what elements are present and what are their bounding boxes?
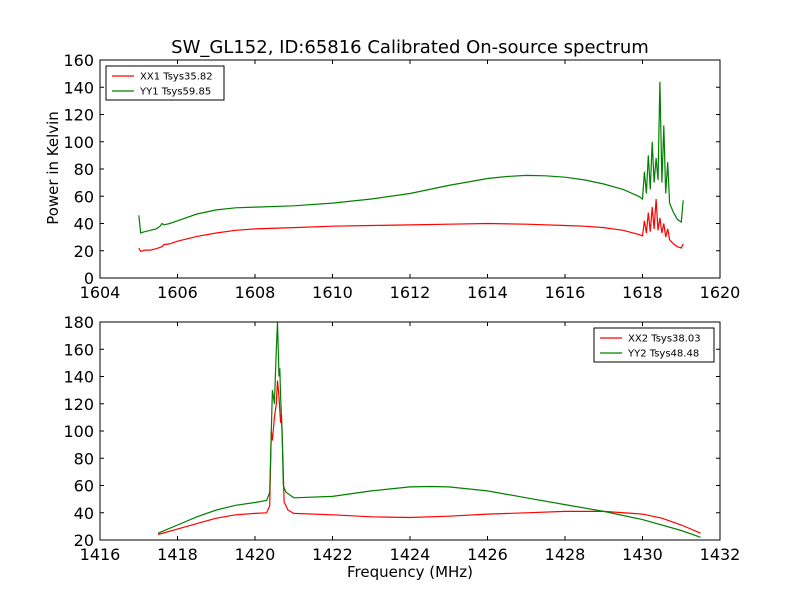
y-tick-label: 160 bbox=[63, 340, 94, 359]
y-tick-label: 180 bbox=[63, 313, 94, 332]
x-tick-label: 1608 bbox=[235, 283, 276, 302]
legend-box bbox=[105, 65, 225, 101]
x-tick-label: 1614 bbox=[467, 283, 508, 302]
x-axis-label-bottom: Frequency (MHz) bbox=[347, 563, 473, 581]
x-tick-label: 1420 bbox=[235, 545, 276, 564]
y-tick-label: 80 bbox=[74, 160, 94, 179]
x-tick-label: 1604 bbox=[80, 283, 121, 302]
series-line-xx bbox=[138, 198, 684, 253]
y-tick-label: 60 bbox=[74, 477, 94, 496]
y-tick-label: 20 bbox=[74, 242, 94, 261]
x-tick-label: 1606 bbox=[157, 283, 198, 302]
x-tick-label: 1418 bbox=[157, 545, 198, 564]
legend-entry-label: YY2 Tsys48.48 bbox=[627, 349, 699, 360]
x-tick-label: 1620 bbox=[700, 283, 741, 302]
x-tick-label: 1430 bbox=[622, 545, 663, 564]
legend-entry-label: XX1 Tsys35.82 bbox=[140, 72, 213, 83]
top-plot: 1604 1606 1608 1610 1612 1614 1616 1618 1620 0 20 4… bbox=[63, 51, 740, 302]
legend: XX2 Tsys38.03 YY2 Tsys48.48 bbox=[593, 327, 715, 363]
x-tick-label: 1432 bbox=[700, 545, 741, 564]
series-line-yy bbox=[157, 322, 701, 538]
x-tick-label: 1422 bbox=[312, 545, 353, 564]
y-tick-label: 20 bbox=[74, 531, 94, 550]
y-tick-label: 160 bbox=[63, 51, 94, 70]
x-tick-label: 1426 bbox=[467, 545, 508, 564]
y-axis-label-top: Power in Kelvin bbox=[44, 111, 62, 225]
y-tick-label: 60 bbox=[74, 187, 94, 206]
legend-entry-label: XX2 Tsys38.03 bbox=[628, 334, 701, 345]
legend-entry-label: YY1 Tsys59.85 bbox=[139, 87, 211, 98]
y-tick-label: 140 bbox=[63, 78, 94, 97]
x-tick-label: 1618 bbox=[622, 283, 663, 302]
y-tick-label: 100 bbox=[63, 133, 94, 152]
bottom-plot: 1416 1418 1420 1422 1424 1426 1428 1430 1432 20 40… bbox=[63, 313, 740, 564]
series-line-yy bbox=[138, 81, 684, 234]
x-tick-label: 1428 bbox=[545, 545, 586, 564]
y-tick-label: 0 bbox=[84, 269, 94, 288]
y-tick-label: 120 bbox=[63, 106, 94, 125]
x-tick-label: 1424 bbox=[390, 545, 431, 564]
y-tick-label: 140 bbox=[63, 368, 94, 387]
y-tick-label: 80 bbox=[74, 449, 94, 468]
x-tick-label: 1416 bbox=[80, 545, 121, 564]
x-tick-label: 1612 bbox=[390, 283, 431, 302]
legend-box bbox=[593, 327, 715, 363]
y-tick-label: 100 bbox=[63, 422, 94, 441]
x-tick-label: 1616 bbox=[545, 283, 586, 302]
x-tick-label: 1610 bbox=[312, 283, 353, 302]
chart-title: SW_GL152, ID:65816 Calibrated On-source … bbox=[171, 37, 649, 58]
y-tick-label: 40 bbox=[74, 215, 94, 234]
y-tick-label: 120 bbox=[63, 395, 94, 414]
legend: XX1 Tsys35.82 YY1 Tsys59.85 bbox=[105, 65, 225, 101]
y-tick-label: 40 bbox=[74, 504, 94, 523]
